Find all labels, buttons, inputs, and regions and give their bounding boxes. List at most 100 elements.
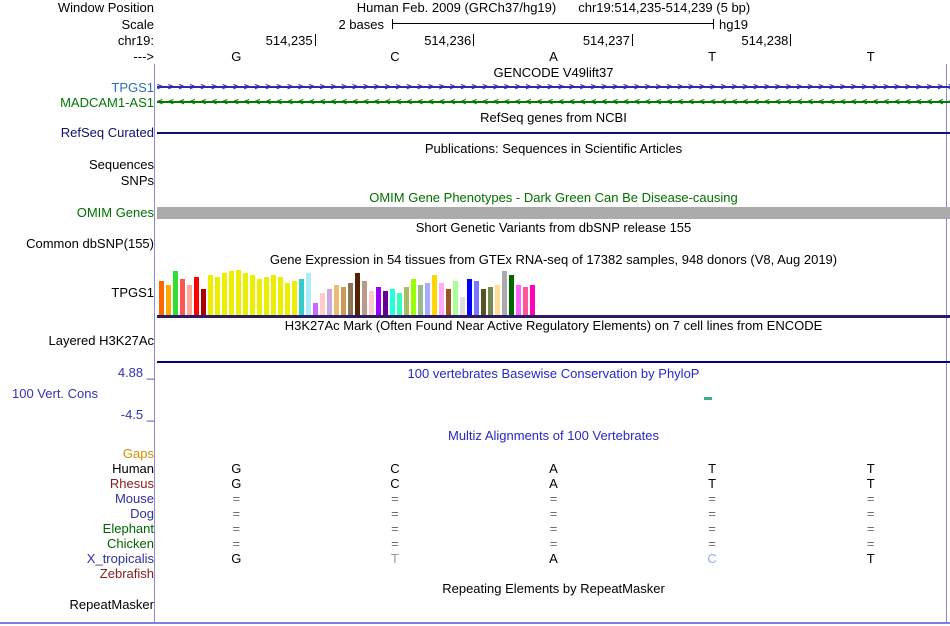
- gtex-tissue-bar: [390, 289, 395, 315]
- track-label-gtex-tpgs1[interactable]: TPGS1: [111, 285, 154, 300]
- bottom-border-line: [0, 622, 950, 624]
- phylop-axis-min: -4.5 _: [120, 407, 154, 422]
- multiz-alignment-track[interactable]: [157, 566, 950, 581]
- gtex-tissue-bar: [383, 291, 388, 315]
- phylop-track-row: 4.88 _ 100 Vert. Cons -4.5 _ 100 vertebr…: [0, 364, 950, 426]
- multiz-alignment-cell: =: [708, 506, 716, 521]
- gtex-tissue-bar: [369, 291, 374, 315]
- gtex-tissue-bar: [243, 273, 248, 315]
- gene-track-tpgs1[interactable]: >>>>>>>>>>>>>>>>>>>>>>>>>>>>>>>>>>>>>>>>…: [157, 80, 950, 95]
- multiz-alignment-cell: =: [866, 536, 875, 551]
- multiz-species-label[interactable]: Gaps: [122, 446, 154, 461]
- multiz-species-label[interactable]: Elephant: [102, 521, 154, 536]
- sequences-track[interactable]: [157, 157, 950, 173]
- window-position-label: Window Position: [57, 0, 154, 15]
- multiz-row: Elephant = = = = =: [0, 521, 950, 536]
- phylop-title: 100 vertebrates Basewise Conservation by…: [407, 366, 700, 381]
- gtex-tissue-bar: [229, 271, 234, 315]
- snps-track[interactable]: [157, 173, 950, 189]
- gtex-tissue-bar: [376, 287, 381, 315]
- ruler[interactable]: 514,235 514,236 514,237 514,238: [157, 33, 950, 49]
- gtex-tissue-bar: [516, 285, 521, 315]
- common-dbsnp-track[interactable]: [157, 236, 950, 252]
- gene-label-madcam1-as1[interactable]: MADCAM1-AS1: [60, 95, 154, 110]
- multiz-species-label[interactable]: Human: [112, 461, 154, 476]
- repeatmasker-track-row: RepeatMasker: [0, 597, 950, 613]
- multiz-species-label[interactable]: Zebrafish: [99, 566, 154, 581]
- multiz-alignment-cell: =: [391, 536, 399, 551]
- gene-label-tpgs1[interactable]: TPGS1: [111, 80, 154, 95]
- label-spacer: [0, 189, 157, 206]
- refseq-curated-track[interactable]: [157, 126, 950, 140]
- dbsnp-track-row: Common dbSNP(155): [0, 236, 950, 252]
- bottom-strip: [0, 613, 950, 626]
- phylop-conservation-track[interactable]: 100 vertebrates Basewise Conservation by…: [157, 364, 950, 426]
- multiz-alignment-cell: [157, 566, 316, 581]
- refseq-title-row: RefSeq genes from NCBI: [0, 110, 950, 126]
- layered-h3k27ac-track[interactable]: [157, 334, 950, 364]
- assembly-name: Human Feb. 2009 (GRCh37/hg19): [356, 0, 557, 15]
- multiz-species-label[interactable]: Mouse: [114, 491, 154, 506]
- gtex-tissue-bar: [173, 271, 178, 315]
- multiz-alignment-track[interactable]: = = = = =: [157, 521, 950, 536]
- track-label-layered-h3k27ac[interactable]: Layered H3K27Ac: [48, 334, 154, 348]
- multiz-alignment-cell: [633, 566, 792, 581]
- gene-line: [157, 86, 950, 88]
- track-label-refseq-curated[interactable]: RefSeq Curated: [60, 126, 154, 140]
- refseq-track-row: RefSeq Curated: [0, 126, 950, 140]
- track-label-common-dbsnp[interactable]: Common dbSNP(155): [26, 236, 154, 251]
- multiz-alignment-cell: [316, 446, 475, 461]
- gtex-tissue-bar: [488, 287, 493, 315]
- gtex-tissue-bar: [341, 287, 346, 315]
- repeatmasker-track[interactable]: [157, 597, 950, 613]
- multiz-alignment-cell: G: [231, 476, 242, 491]
- gtex-tissue-bar: [439, 283, 444, 315]
- gencode-title-row: GENCODE V49lift37: [0, 65, 950, 80]
- multiz-alignment-cell: =: [866, 521, 875, 536]
- label-spacer: [0, 140, 157, 157]
- omim-genes-track[interactable]: [157, 206, 950, 220]
- multiz-species-label[interactable]: Rhesus: [109, 476, 154, 491]
- multiz-alignment-track[interactable]: = = = = =: [157, 536, 950, 551]
- track-label-omim-genes[interactable]: OMIM Genes: [76, 206, 154, 220]
- multiz-alignment-track[interactable]: = = = = =: [157, 506, 950, 521]
- multiz-alignment-cell: A: [549, 461, 558, 476]
- track-label-repeatmasker[interactable]: RepeatMasker: [69, 597, 154, 612]
- multiz-rows[interactable]: Gaps Human G C A T T Rhesus G C A T T Mouse = = = = = Dog = =…: [0, 446, 950, 581]
- gtex-tissue-bar: [460, 297, 465, 315]
- multiz-species-label[interactable]: Dog: [130, 506, 154, 521]
- multiz-alignment-track[interactable]: = = = = =: [157, 491, 950, 506]
- gencode-title: GENCODE V49lift37: [493, 65, 614, 80]
- position-range: chr19:514,235-514,239 (5 bp): [578, 0, 751, 15]
- ruler-tick-mark: [631, 34, 633, 46]
- multiz-row: Rhesus G C A T T: [0, 476, 950, 491]
- multiz-row: X_tropicalis G T A C T: [0, 551, 950, 566]
- multiz-alignment-cell: T: [866, 551, 875, 566]
- track-label-100-vert-cons[interactable]: 100 Vert. Cons: [12, 386, 98, 401]
- gtex-tissue-bar: [334, 285, 339, 315]
- phylop-signal-tick: [704, 397, 712, 400]
- gtex-bars: [159, 270, 535, 315]
- multiz-species-label[interactable]: X_tropicalis: [86, 551, 154, 566]
- dbsnp-title-row: Short Genetic Variants from dbSNP releas…: [0, 220, 950, 236]
- track-label-snps[interactable]: SNPs: [120, 173, 154, 188]
- multiz-alignment-cell: [633, 446, 792, 461]
- multiz-alignment-cell: [791, 446, 950, 461]
- gene-track-madcam1-as1[interactable]: <<<<<<<<<<<<<<<<<<<<<<<<<<<<<<<<<<<<<<<<…: [157, 95, 950, 110]
- track-label-sequences[interactable]: Sequences: [88, 157, 154, 172]
- multiz-species-label[interactable]: Chicken: [107, 536, 154, 551]
- multiz-alignment-cell: C: [390, 476, 400, 491]
- multiz-alignment-cell: T: [390, 551, 399, 566]
- multiz-alignment-cell: =: [708, 536, 716, 551]
- multiz-alignment-track[interactable]: [157, 446, 950, 461]
- gtex-tissue-bar: [425, 283, 430, 315]
- multiz-alignment-cell: =: [549, 521, 558, 536]
- gtex-tissue-bar: [397, 293, 402, 315]
- multiz-alignment-cell: [791, 566, 950, 581]
- gtex-expression-track[interactable]: [157, 268, 950, 318]
- multiz-alignment-cell: T: [866, 476, 875, 491]
- gtex-tissue-bar: [201, 289, 206, 315]
